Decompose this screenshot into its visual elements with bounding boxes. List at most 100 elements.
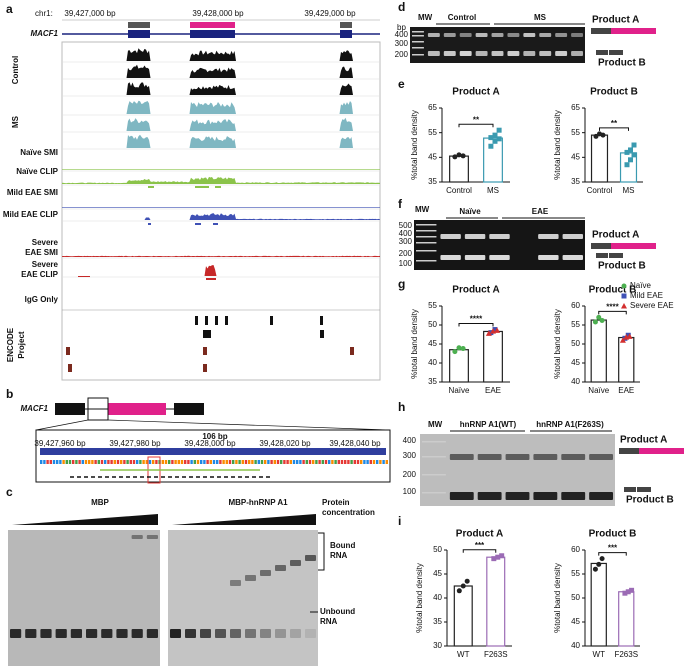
y-tick-label: 40: [571, 377, 580, 386]
nucleotide: [139, 460, 142, 464]
shape: [624, 487, 636, 492]
nucleotide: [382, 460, 385, 464]
nucleotide: [292, 460, 296, 464]
nucleotide: [232, 460, 235, 464]
bar: [449, 155, 469, 183]
gel-band: [25, 629, 37, 638]
gel-band: [561, 454, 586, 460]
x-tick-label: F263S: [484, 650, 508, 659]
y-tick-label: 65: [571, 103, 580, 112]
mw-label: MW: [415, 205, 430, 214]
gel-band: [507, 51, 520, 56]
ladder-band: [412, 47, 424, 49]
coordinate: 39,428,020 bp: [259, 439, 311, 448]
nucleotide: [75, 460, 78, 464]
nucleotide: [203, 460, 206, 464]
shape: [68, 364, 72, 372]
shape: [40, 448, 386, 455]
gel-title: MBP-hnRNP A1: [228, 498, 288, 507]
bar: [483, 330, 503, 383]
shape: [611, 243, 656, 249]
gel-band: [146, 629, 158, 638]
nucleotide: [91, 460, 94, 464]
shape: [35, 429, 391, 483]
x-tick-label: Control: [587, 186, 613, 195]
coverage-track: [62, 117, 380, 131]
shape: [215, 186, 221, 188]
data-point: [599, 556, 605, 562]
wedge: [172, 514, 316, 525]
mw-label: MW: [428, 420, 443, 429]
significance-bracket: [598, 552, 627, 556]
data-point: [460, 346, 466, 352]
nucleotide: [366, 460, 369, 464]
gel-title: MBP: [91, 498, 109, 507]
coverage-track: [62, 48, 380, 61]
gel-band: [40, 629, 52, 638]
shape: [609, 253, 623, 258]
gel-band: [533, 492, 558, 500]
x-tick-label: EAE: [485, 386, 501, 395]
nucleotide: [142, 460, 145, 464]
gel-band: [533, 454, 558, 460]
data-point: [628, 157, 633, 163]
data-point: [485, 330, 492, 336]
y-tick-label: 55: [571, 569, 580, 578]
nucleotide: [318, 460, 321, 464]
nucleotide: [369, 460, 372, 464]
gel-band: [449, 454, 474, 460]
nucleotide: [328, 460, 331, 464]
coverage-track: [62, 82, 380, 95]
size-label: 300: [403, 451, 417, 460]
significance-bracket: [458, 323, 494, 327]
product-label: Product B: [598, 261, 646, 272]
bar: [618, 336, 635, 383]
nucleotide: [379, 460, 382, 464]
unbound-label: RNA: [320, 617, 338, 626]
nucleotide: [280, 460, 283, 464]
nucleotide: [353, 460, 356, 464]
bar: [449, 349, 469, 383]
y-axis-label: %total band density: [415, 563, 424, 633]
gel-band: [538, 255, 559, 260]
nucleotide: [296, 460, 299, 464]
data-point: [456, 588, 462, 594]
significance: ****: [470, 315, 483, 324]
shape: [128, 22, 150, 28]
gel-band: [170, 629, 181, 638]
data-point: [496, 127, 502, 133]
size-label: 400: [395, 30, 409, 39]
legend-label: Mild EAE: [630, 291, 663, 300]
chart-title: Product B: [590, 87, 638, 98]
shape: [619, 448, 639, 454]
nucleotide: [248, 460, 251, 464]
nucleotide: [241, 460, 244, 464]
shape: [203, 347, 207, 355]
data-point: [592, 566, 598, 572]
x-tick-label: MS: [623, 186, 635, 195]
bar: [453, 585, 473, 647]
gel: [168, 530, 318, 666]
y-tick-label: 30: [433, 641, 442, 650]
y-tick-label: 45: [571, 617, 580, 626]
data-point: [492, 327, 498, 333]
shape: [340, 30, 352, 38]
data-point: [452, 154, 458, 160]
nucleotide: [136, 460, 139, 464]
gel-band: [562, 234, 583, 239]
coordinate: 39,428,000 bp: [184, 439, 236, 448]
gel: [8, 530, 160, 666]
nucleotide: [187, 460, 190, 464]
nucleotide: [52, 460, 56, 464]
shape: [215, 316, 218, 325]
nucleotide: [184, 460, 187, 464]
gel-band: [200, 629, 211, 638]
shape: [350, 347, 354, 355]
unbound-label: Unbound: [320, 607, 355, 616]
gel-band: [477, 492, 502, 500]
gel-band: [489, 255, 510, 260]
x-tick-label: Naïve: [449, 386, 470, 395]
bound-label: RNA: [330, 551, 348, 560]
nucleotide: [161, 460, 164, 464]
panel-label: c: [6, 485, 13, 499]
